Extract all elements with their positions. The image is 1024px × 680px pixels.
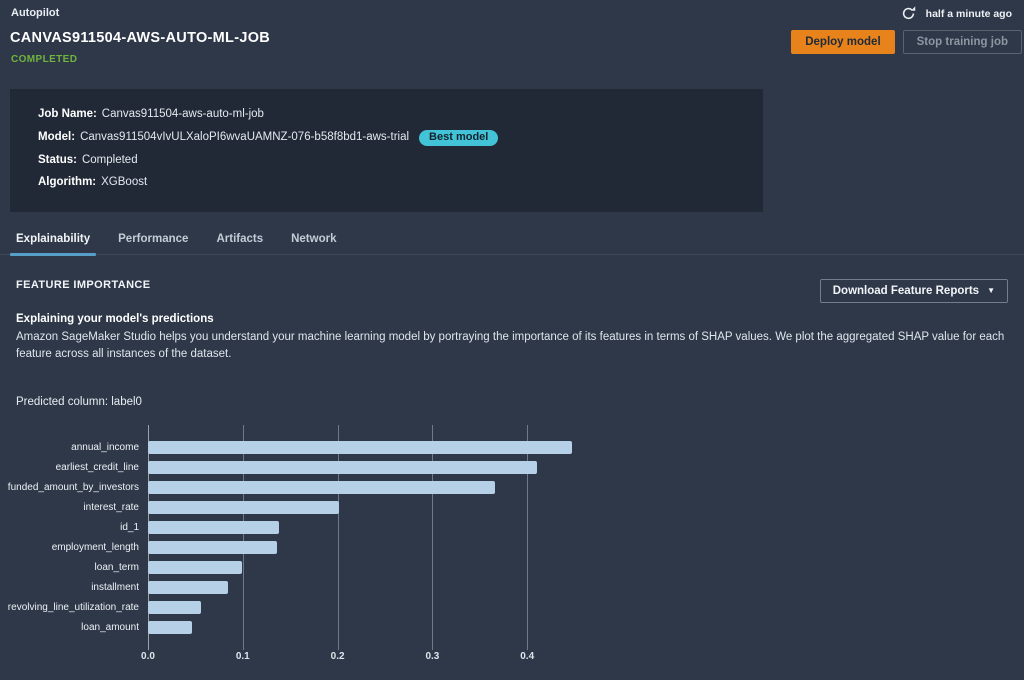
chart-row: annual_income bbox=[0, 437, 640, 457]
chart-row: revolving_line_utilization_rate bbox=[0, 597, 640, 617]
y-axis-label: employment_length bbox=[51, 541, 139, 553]
bar-employment_length bbox=[148, 540, 277, 554]
field-value: Canvas911504-aws-auto-ml-job bbox=[101, 108, 264, 120]
chart-row: id_1 bbox=[0, 517, 640, 537]
y-axis-label: interest_rate bbox=[83, 501, 139, 513]
chart-row: earliest_credit_line bbox=[0, 457, 640, 477]
subsection-title: Explaining your model's predictions bbox=[16, 313, 214, 325]
bar-annual_income bbox=[148, 440, 572, 454]
bar-id_1 bbox=[148, 520, 279, 534]
deploy-model-button[interactable]: Deploy model bbox=[791, 30, 895, 54]
y-axis-label: installment bbox=[91, 581, 139, 593]
caret-down-icon: ▼ bbox=[987, 286, 995, 295]
y-axis-label: revolving_line_utilization_rate bbox=[7, 601, 139, 613]
bar-loan_term bbox=[148, 560, 242, 574]
y-axis-label: earliest_credit_line bbox=[55, 461, 139, 473]
field-label: Model: bbox=[38, 131, 76, 143]
chart-row: loan_term bbox=[0, 557, 640, 577]
download-feature-reports-label: Download Feature Reports bbox=[832, 285, 980, 297]
stop-training-job-button[interactable]: Stop training job bbox=[902, 30, 1022, 54]
download-feature-reports-button[interactable]: Download Feature Reports ▼ bbox=[819, 279, 1008, 303]
chart-rows: annual_income earliest_credit_line funded_… bbox=[0, 437, 640, 637]
y-axis-label: loan_term bbox=[94, 561, 139, 573]
bar-installment bbox=[148, 580, 228, 594]
chart-row: loan_amount bbox=[0, 617, 640, 637]
gridline bbox=[432, 425, 434, 650]
tab-artifacts[interactable]: Artifacts bbox=[216, 233, 264, 245]
chart-grid bbox=[148, 425, 584, 650]
page-title: CANVAS911504-AWS-AUTO-ML-JOB bbox=[10, 30, 271, 46]
tab-performance[interactable]: Performance bbox=[118, 233, 189, 245]
summary-row: Model: Canvas911504vIvULXaloPI6wvaUAMNZ-0… bbox=[38, 129, 735, 146]
job-summary-rows: Job Name: Canvas911504-aws-auto-ml-job Mod… bbox=[38, 108, 735, 189]
refresh-group: half a minute ago bbox=[901, 6, 1012, 21]
description-text: Amazon SageMaker Studio helps you unders… bbox=[16, 331, 1005, 360]
section-title: FEATURE IMPORTANCE bbox=[16, 279, 151, 291]
job-summary-panel: Job Name: Canvas911504-aws-auto-ml-job Mod… bbox=[10, 89, 763, 212]
refresh-icon[interactable] bbox=[901, 6, 916, 21]
x-tick-label: 0.4 bbox=[520, 651, 535, 662]
bar-loan_amount bbox=[148, 620, 192, 634]
x-tick-label: 0.1 bbox=[235, 651, 250, 662]
bar-earliest_credit_line bbox=[148, 460, 537, 474]
bar-funded_amount_by_investors bbox=[148, 480, 495, 494]
field-value: Completed bbox=[81, 154, 138, 166]
bar-revolving_line_utilization_rate bbox=[148, 600, 202, 614]
x-tick-label: 0.2 bbox=[330, 651, 345, 662]
feature-importance-chart: annual_income earliest_credit_line funded_… bbox=[0, 425, 640, 670]
field-value: Canvas911504vIvULXaloPI6wvaUAMNZ-076-b58… bbox=[80, 131, 410, 143]
gridline bbox=[337, 425, 339, 650]
gridline bbox=[527, 425, 529, 650]
last-refreshed-text: half a minute ago bbox=[925, 7, 1012, 20]
gridline bbox=[148, 425, 149, 650]
field-label: Job Name: bbox=[38, 108, 97, 120]
best-model-badge: Best model bbox=[419, 129, 499, 146]
y-axis-label: annual_income bbox=[71, 441, 139, 453]
job-status-badge: COMPLETED bbox=[11, 54, 78, 65]
y-axis-label: funded_amount_by_investors bbox=[7, 481, 139, 493]
y-axis-label: loan_amount bbox=[81, 621, 139, 633]
chart-row: employment_length bbox=[0, 537, 640, 557]
summary-row: Status: Completed bbox=[38, 154, 735, 167]
field-value: XGBoost bbox=[101, 175, 148, 188]
chart-row: installment bbox=[0, 577, 640, 597]
y-axis-label: id_1 bbox=[120, 521, 139, 533]
tab-network[interactable]: Network bbox=[291, 233, 337, 245]
x-tick-label: 0.3 bbox=[425, 651, 440, 662]
breadcrumb: Autopilot bbox=[11, 7, 60, 19]
summary-row: Algorithm: XGBoost bbox=[38, 176, 735, 189]
chart-row: interest_rate bbox=[0, 497, 640, 517]
summary-row: Job Name: Canvas911504-aws-auto-ml-job bbox=[38, 108, 735, 121]
field-label: Status: bbox=[38, 154, 77, 166]
gridline bbox=[242, 425, 244, 650]
field-label: Algorithm: bbox=[38, 175, 97, 188]
header-actions: Deploy model Stop training job bbox=[791, 30, 1022, 54]
bar-interest_rate bbox=[148, 500, 339, 514]
x-tick-label: 0.0 bbox=[141, 651, 155, 662]
tab-explainability[interactable]: Explainability bbox=[10, 226, 97, 256]
tab-bar: Explainability Performance Artifacts Networ… bbox=[0, 226, 1024, 256]
predicted-column-label: Predicted column: label0 bbox=[16, 396, 142, 408]
chart-row: funded_amount_by_investors bbox=[0, 477, 640, 497]
